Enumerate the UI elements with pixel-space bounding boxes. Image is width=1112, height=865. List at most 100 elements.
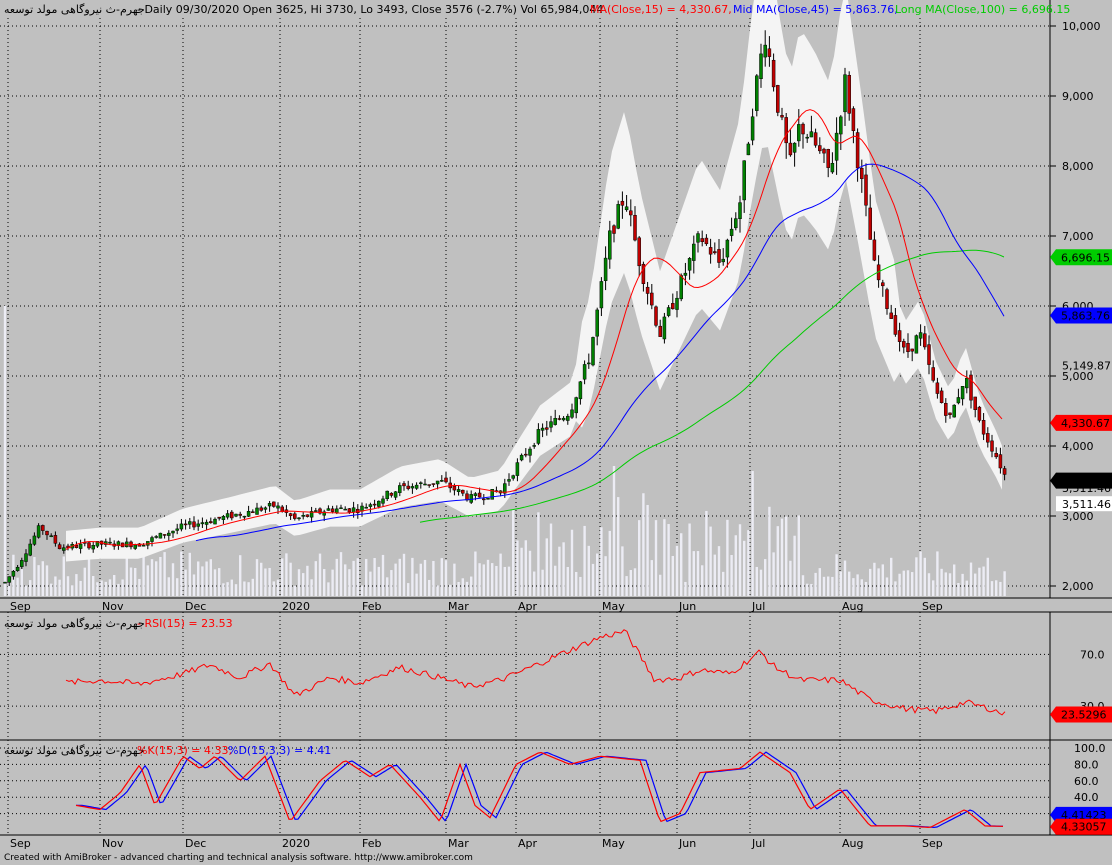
- volume-bar: [146, 565, 149, 596]
- candle-body: [41, 525, 45, 531]
- month-label-top: May: [602, 600, 625, 613]
- volume-bar: [978, 567, 981, 596]
- volume-bar: [465, 581, 469, 596]
- volume-bar: [953, 564, 956, 596]
- candle-body: [335, 508, 339, 514]
- volume-bar: [285, 553, 288, 596]
- candle-body: [301, 515, 305, 517]
- volume-bar: [428, 579, 431, 596]
- candle-body: [309, 511, 314, 518]
- volume-bar: [722, 571, 725, 596]
- volume-bar: [100, 580, 103, 596]
- candle-body: [540, 427, 545, 431]
- candle-body: [981, 420, 986, 435]
- ma100-badge: 6,696.15: [1061, 251, 1110, 264]
- volume-bar: [986, 557, 989, 596]
- stoch-tick-label: 80.0: [1074, 758, 1099, 771]
- price-tick-label: 4,000: [1062, 440, 1094, 453]
- volume-bar: [478, 563, 481, 596]
- volume-bar: [701, 565, 704, 596]
- volume-bar: [390, 570, 393, 596]
- candle-body: [318, 508, 322, 514]
- volume-bar: [306, 565, 309, 596]
- stoch-d-badge: 4.41423: [1061, 809, 1107, 822]
- volume-bar: [356, 558, 359, 596]
- candle-body: [818, 145, 822, 152]
- candle-body: [427, 484, 431, 486]
- candle-body: [234, 513, 238, 517]
- volume-bar: [793, 535, 796, 596]
- candle-body: [734, 218, 738, 229]
- candle-body: [213, 518, 217, 525]
- volume-bar: [995, 580, 998, 596]
- volume-bar: [461, 578, 464, 596]
- candle-body: [595, 309, 599, 337]
- volume-bar: [688, 523, 691, 596]
- candle-body: [960, 386, 965, 400]
- volume-bar: [873, 562, 876, 596]
- volume-bar: [957, 583, 960, 596]
- candle-body: [738, 202, 742, 220]
- volume-bar: [163, 552, 166, 596]
- candle-body: [507, 479, 511, 482]
- volume-bar: [117, 583, 120, 596]
- volume-bar: [940, 568, 943, 596]
- candle-body: [314, 510, 318, 512]
- volume-bar: [180, 551, 183, 596]
- candle-body: [624, 206, 629, 211]
- volume-bar: [260, 562, 263, 596]
- candle-body: [305, 514, 310, 517]
- volume-bar: [911, 572, 914, 596]
- candle-body: [196, 523, 200, 527]
- candle-body: [969, 374, 973, 401]
- candle-body: [897, 330, 902, 342]
- low-label-1: 3,511.46: [1062, 482, 1111, 495]
- rsi-header-label: - RSI(15) = 23.53: [137, 617, 233, 630]
- candle-body: [95, 541, 100, 547]
- candle-body: [809, 131, 814, 138]
- volume-bar: [398, 558, 401, 596]
- candle-body: [381, 498, 385, 504]
- volume-bar: [638, 520, 641, 596]
- candle-body: [414, 484, 419, 489]
- volume-bar: [608, 530, 611, 596]
- volume-bar: [852, 578, 855, 596]
- candle-body: [839, 116, 843, 135]
- volume-bar: [197, 561, 200, 596]
- month-label-bottom: Dec: [185, 837, 206, 850]
- volume-bar: [79, 580, 82, 596]
- volume-bar: [948, 573, 952, 596]
- volume-bar: [919, 551, 922, 596]
- candle-body: [582, 364, 587, 380]
- volume-bar: [810, 583, 813, 596]
- ma100-line: [419, 249, 1005, 523]
- candle-body: [776, 85, 780, 113]
- volume-bar: [549, 523, 553, 596]
- volume-bar: [234, 584, 238, 596]
- month-label-top: Aug: [842, 600, 863, 613]
- volume-bar: [222, 583, 225, 596]
- candle-body: [771, 59, 776, 88]
- volume-bar: [474, 551, 477, 596]
- candle-body: [755, 75, 759, 111]
- candle-body: [20, 560, 24, 567]
- candle-body: [742, 160, 746, 201]
- volume-bars: [3, 306, 1006, 596]
- candle-body: [889, 312, 893, 319]
- volume-bar: [675, 545, 679, 596]
- volume-bar: [575, 571, 578, 596]
- volume-bar: [545, 538, 548, 596]
- volume-bar: [507, 566, 511, 596]
- candle-body: [923, 333, 927, 348]
- candle-body: [893, 315, 898, 335]
- volume-bar: [327, 582, 330, 596]
- volume-bar: [176, 578, 179, 596]
- bollinger-band: [66, 0, 1002, 562]
- candle-body: [692, 243, 696, 261]
- volume-bar: [999, 581, 1002, 596]
- volume-bar: [646, 504, 649, 596]
- volume-bar: [339, 552, 343, 596]
- volume-bar: [822, 576, 826, 596]
- candle-body: [179, 523, 184, 530]
- volume-bar: [524, 540, 527, 596]
